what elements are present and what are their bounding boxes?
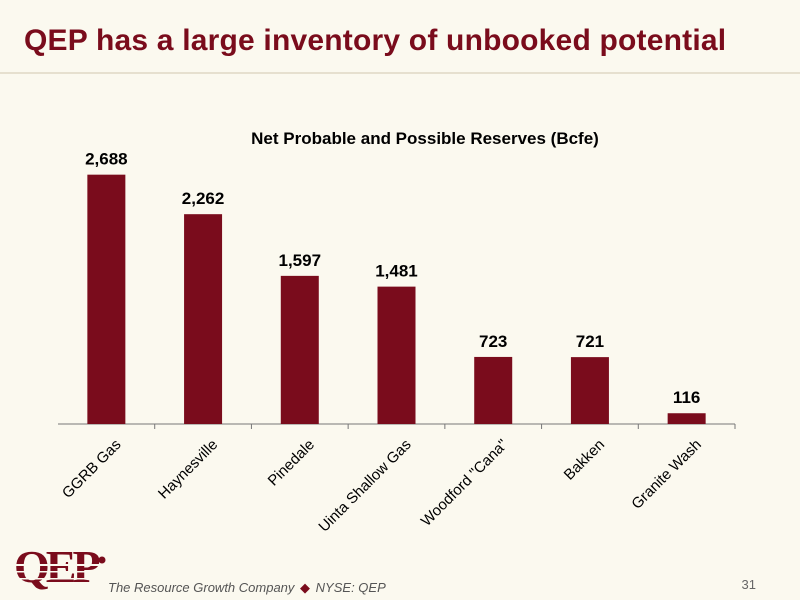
chart-title: Net Probable and Possible Reserves (Bcfe… xyxy=(251,129,599,148)
x-tick-label: GGRB Gas xyxy=(59,436,125,502)
x-tick-label: Pinedale xyxy=(265,436,318,489)
bar xyxy=(667,413,706,424)
bar xyxy=(184,214,223,424)
qep-logo-text: QEP xyxy=(14,541,99,590)
qep-logo: QEP xyxy=(12,538,107,595)
data-label: 723 xyxy=(479,332,507,351)
x-tick-label: Granite Wash xyxy=(628,436,704,512)
bar xyxy=(377,286,416,424)
data-label: 1,481 xyxy=(375,262,418,281)
bar xyxy=(87,174,126,424)
title-divider xyxy=(0,72,800,74)
x-tick-label: Bakken xyxy=(561,436,608,483)
bar xyxy=(570,357,609,424)
page-number: 31 xyxy=(741,577,756,592)
diamond-separator-icon: ◆ xyxy=(300,580,311,595)
exchange-ticker: NYSE: QEP xyxy=(315,580,386,595)
data-label: 721 xyxy=(576,332,604,351)
x-tick-label: Woodford "Cana" xyxy=(418,436,512,530)
x-tick-label: Haynesville xyxy=(155,436,221,502)
bar-chart: Net Probable and Possible Reserves (Bcfe… xyxy=(58,129,736,535)
data-label: 1,597 xyxy=(279,251,322,270)
bar xyxy=(280,275,319,424)
data-label: 2,688 xyxy=(85,150,128,169)
company-tagline: The Resource Growth Company xyxy=(108,580,295,595)
slide-title: QEP has a large inventory of unbooked po… xyxy=(24,24,727,57)
data-label: 2,262 xyxy=(182,189,225,208)
bar xyxy=(474,356,513,424)
data-label: 116 xyxy=(673,388,700,407)
footer-tagline: The Resource Growth Company ◆ NYSE: QEP xyxy=(108,580,386,596)
x-tick-label: Uinta Shallow Gas xyxy=(315,436,414,535)
